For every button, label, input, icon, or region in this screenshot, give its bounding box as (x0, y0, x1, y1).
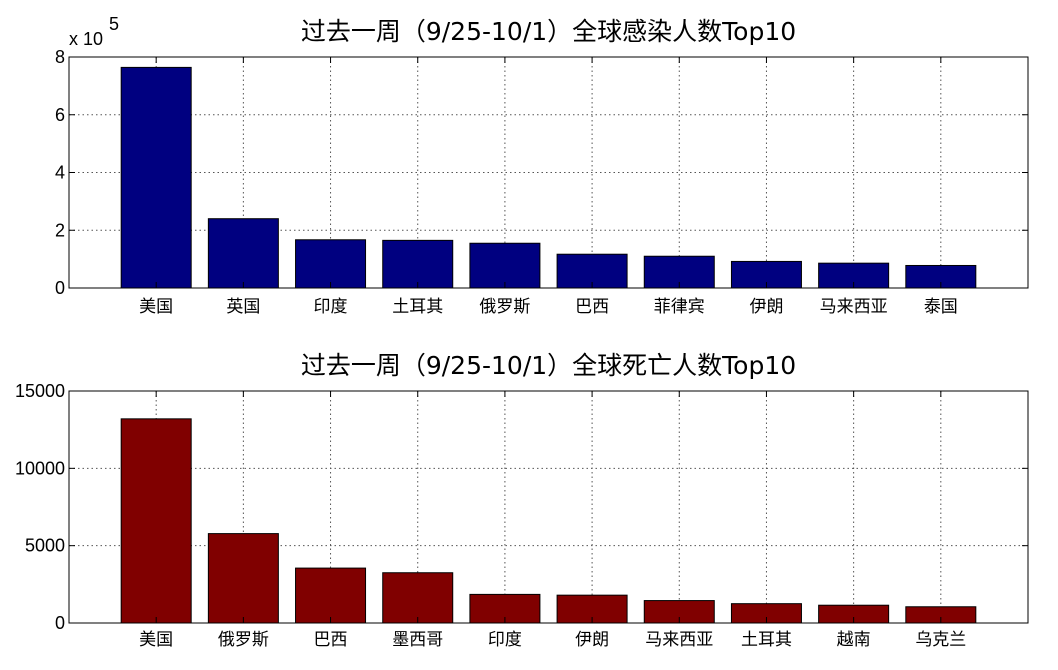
death-ytick-label: 5000 (25, 536, 65, 556)
death-bar (295, 567, 367, 624)
infection-y-multiplier: x 10 (69, 29, 103, 49)
death-category-label: 伊朗 (575, 630, 609, 650)
infection-chart: 过去一周（9/25-10/1）全球感染人数Top10 0 2 4 6 8 美国 英国 印度 土耳其… (55, 14, 1029, 317)
infection-category-label: 菲律宾 (654, 297, 705, 317)
death-category-label: 巴西 (314, 630, 348, 650)
infection-category-label: 俄罗斯 (479, 297, 530, 317)
infection-category-label: 巴西 (575, 297, 609, 317)
infection-bar (469, 242, 541, 289)
death-ytick-label: 10000 (15, 458, 65, 478)
infection-category-label: 美国 (139, 297, 173, 317)
death-category-label: 马来西亚 (645, 630, 713, 650)
death-bar (120, 418, 192, 624)
infection-bar (207, 218, 279, 289)
death-category-label: 越南 (837, 630, 871, 650)
death-axes-frame (68, 390, 1029, 624)
infection-ytick-label: 4 (55, 163, 65, 183)
infection-category-label: 伊朗 (749, 297, 783, 317)
infection-bar (295, 239, 367, 289)
death-category-label: 俄罗斯 (218, 630, 269, 650)
infection-category-label: 印度 (314, 297, 348, 317)
infection-category-label: 英国 (226, 297, 260, 317)
death-ytick-label: 15000 (15, 381, 65, 401)
death-category-label: 乌克兰 (915, 630, 966, 650)
infection-y-multiplier-exponent: 5 (109, 14, 119, 34)
infection-axes-frame (68, 56, 1029, 289)
death-chart-title: 过去一周（9/25-10/1）全球死亡人数Top10 (301, 351, 796, 380)
infection-ytick-label: 0 (55, 278, 65, 298)
death-category-label: 印度 (488, 630, 522, 650)
infection-ytick-label: 2 (55, 220, 65, 240)
infection-category-label: 泰国 (924, 297, 958, 317)
infection-bar (382, 239, 454, 289)
infection-ytick-label: 6 (55, 105, 65, 125)
death-category-label: 美国 (139, 630, 173, 650)
death-ytick-label: 0 (55, 613, 65, 633)
infection-bar (120, 66, 192, 289)
death-category-label: 墨西哥 (392, 630, 443, 650)
death-bar (382, 572, 454, 624)
infection-category-label: 土耳其 (392, 297, 443, 317)
death-chart: 过去一周（9/25-10/1）全球死亡人数Top10 0 5000 10000 1500… (15, 351, 1029, 650)
infection-ytick-label: 8 (55, 47, 65, 67)
death-category-label: 土耳其 (741, 630, 792, 650)
infection-chart-title: 过去一周（9/25-10/1）全球感染人数Top10 (301, 17, 796, 46)
infection-category-label: 马来西亚 (820, 297, 888, 317)
death-bar (207, 533, 279, 624)
